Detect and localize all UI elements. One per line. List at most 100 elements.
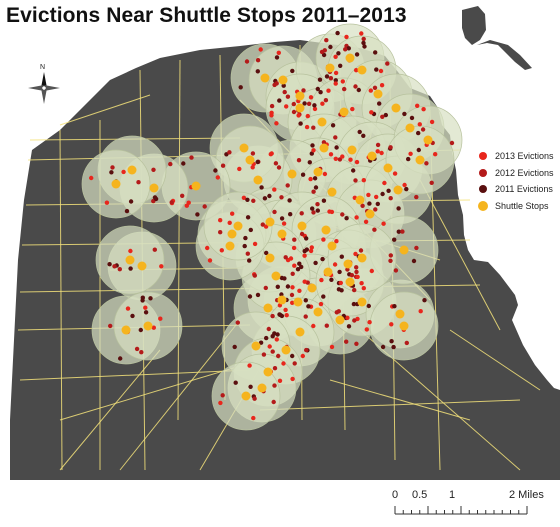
eviction-marker [159,264,164,269]
eviction-marker [180,193,185,198]
eviction-marker [311,148,316,153]
eviction-marker [311,210,316,215]
eviction-marker [218,218,223,223]
shuttle-stop-marker [111,179,121,189]
eviction-marker [333,135,338,140]
eviction-marker [266,326,271,332]
eviction-marker [306,101,312,107]
eviction-marker [121,169,126,175]
eviction-marker [219,248,224,253]
shuttle-stop-marker [143,321,153,331]
eviction-marker [416,130,421,136]
eviction-marker [247,258,252,263]
eviction-marker [299,231,305,237]
road-line [449,329,541,391]
eviction-marker [218,230,223,235]
eviction-marker [291,101,296,107]
eviction-marker [284,313,289,318]
eviction-marker [264,250,269,256]
eviction-marker [354,215,359,220]
eviction-marker [319,277,324,283]
eviction-marker [139,350,144,355]
eviction-marker [354,341,359,346]
shuttle-stop-marker [225,241,235,251]
eviction-marker [241,195,247,200]
eviction-marker [406,156,411,162]
eviction-marker [255,69,260,74]
eviction-marker [292,263,297,268]
legend-swatch-2011 [479,185,487,194]
eviction-marker [400,229,405,234]
eviction-marker [290,285,295,290]
shuttle-stop-marker [121,325,131,335]
road-line [59,349,161,471]
eviction-marker [329,344,335,350]
eviction-marker [414,194,419,200]
road-line [19,369,251,381]
eviction-marker [429,119,435,125]
shuttle-stop-marker [293,297,303,307]
eviction-marker [424,161,429,166]
eviction-marker [271,399,276,405]
eviction-marker [290,68,295,74]
eviction-marker [326,88,331,93]
eviction-marker [351,168,356,173]
eviction-marker [366,192,371,198]
shuttle-stop-marker [367,151,377,161]
eviction-marker [324,38,329,43]
eviction-marker [215,175,220,180]
shuttle-stop-marker [327,187,337,197]
eviction-marker [136,180,141,185]
eviction-marker [304,236,309,241]
eviction-marker [329,277,334,282]
eviction-marker [205,245,210,251]
eviction-marker [333,78,338,83]
eviction-marker [385,61,390,66]
road-line [259,399,521,411]
eviction-marker [288,212,293,217]
eviction-marker [388,258,393,263]
shuttle-stop-marker [327,241,337,251]
eviction-marker [339,254,344,259]
legend-swatch-2013 [479,152,487,161]
eviction-marker [349,273,355,278]
eviction-marker [252,241,258,247]
eviction-marker [321,52,327,58]
eviction-marker [307,160,312,165]
eviction-marker [281,361,286,366]
legend-item-2012: 2012 Evictions [479,165,554,182]
eviction-marker [276,50,281,55]
eviction-marker [272,383,277,388]
shuttle-stop-marker [295,103,305,113]
eviction-marker [324,323,329,328]
eviction-marker [323,98,329,103]
eviction-marker [287,198,292,203]
eviction-marker [340,79,345,84]
eviction-marker [379,150,384,156]
eviction-marker [367,320,372,325]
north-arrow [26,70,62,106]
shuttle-stop-marker [405,123,415,133]
eviction-marker [322,48,327,53]
eviction-marker [320,256,325,262]
eviction-marker [302,253,307,258]
eviction-marker [340,212,345,217]
eviction-marker [346,46,351,51]
shuttle-stop-marker [313,167,323,177]
shuttle-stop-marker [277,229,287,239]
shuttle-stop-marker [271,271,281,281]
eviction-marker [336,51,341,56]
legend: 2013 Evictions 2012 Evictions 2011 Evict… [478,148,554,214]
eviction-marker [104,200,110,205]
eviction-marker [218,400,223,406]
stop-layer [111,53,433,401]
eviction-marker [318,301,324,307]
eviction-marker [285,94,291,99]
eviction-marker [415,103,420,109]
shuttle-stop-marker [127,165,137,175]
shuttle-stop-marker [319,143,329,153]
shuttle-stop-marker [357,65,367,75]
eviction-marker [375,201,380,207]
eviction-marker [238,85,243,90]
